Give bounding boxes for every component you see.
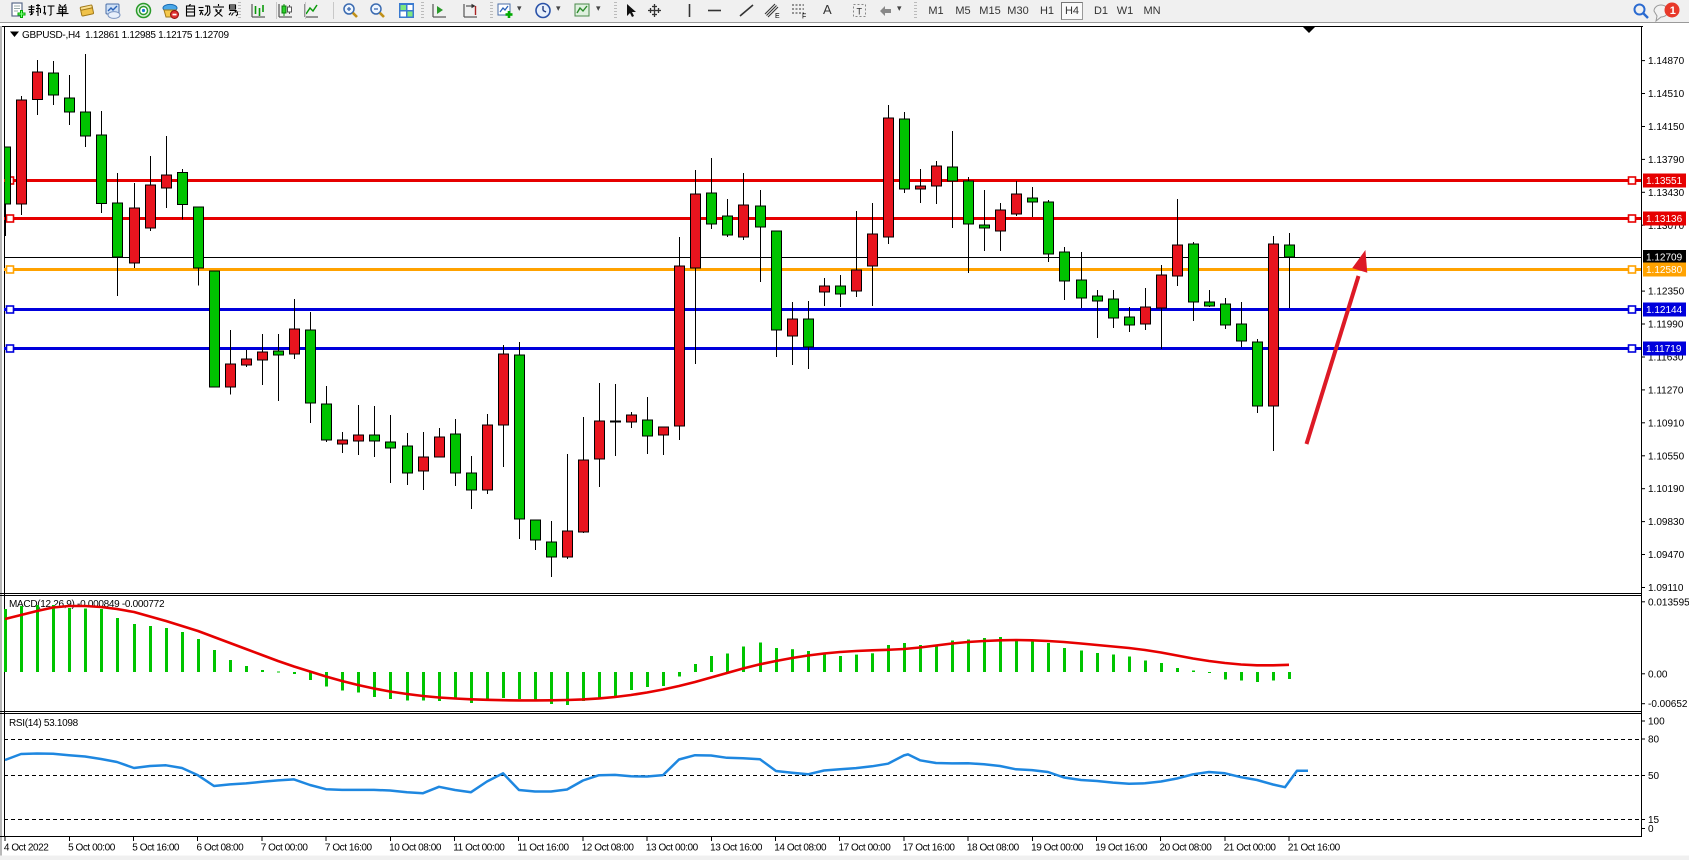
svg-text:1.13430: 1.13430 — [1648, 188, 1685, 199]
svg-text:1.11270: 1.11270 — [1648, 385, 1684, 396]
svg-text:T: T — [857, 7, 863, 17]
svg-text:15: 15 — [1648, 815, 1660, 826]
svg-text:17 Oct 16:00: 17 Oct 16:00 — [903, 843, 956, 854]
svg-text:12 Oct 08:00: 12 Oct 08:00 — [582, 843, 635, 854]
svg-text:20 Oct 08:00: 20 Oct 08:00 — [1160, 843, 1213, 854]
svg-text:5 Oct 16:00: 5 Oct 16:00 — [132, 843, 180, 854]
svg-text:1.09470: 1.09470 — [1648, 550, 1685, 561]
svg-text:21 Oct 00:00: 21 Oct 00:00 — [1224, 843, 1277, 854]
svg-text:1.13070: 1.13070 — [1648, 221, 1685, 232]
svg-text:1.11630: 1.11630 — [1648, 353, 1684, 364]
svg-text:1.10910: 1.10910 — [1648, 418, 1685, 429]
svg-text:1.14510: 1.14510 — [1648, 89, 1685, 100]
svg-text:100: 100 — [1648, 717, 1665, 728]
svg-text:0.013595: 0.013595 — [1648, 597, 1689, 608]
svg-text:19 Oct 16:00: 19 Oct 16:00 — [1095, 843, 1148, 854]
svg-text:1.12709: 1.12709 — [1646, 253, 1683, 264]
svg-text:1: 1 — [1670, 5, 1676, 17]
svg-text:1.14150: 1.14150 — [1648, 122, 1685, 133]
svg-text:-0.00652: -0.00652 — [1648, 699, 1688, 710]
svg-text:4 Oct 2022: 4 Oct 2022 — [4, 843, 49, 854]
svg-text:E: E — [775, 13, 780, 19]
svg-text:F: F — [802, 14, 806, 20]
svg-text:1.11719: 1.11719 — [1646, 344, 1682, 355]
svg-text:7 Oct 00:00: 7 Oct 00:00 — [261, 843, 309, 854]
svg-text:80: 80 — [1648, 735, 1660, 746]
svg-text:21 Oct 16:00: 21 Oct 16:00 — [1288, 843, 1341, 854]
svg-text:1.13790: 1.13790 — [1648, 155, 1685, 166]
svg-text:RSI(14) 53.1098: RSI(14) 53.1098 — [9, 718, 79, 729]
svg-text:1.14870: 1.14870 — [1648, 56, 1685, 67]
svg-text:1.09110: 1.09110 — [1648, 583, 1684, 594]
svg-text:GBPUSD-,H4 1.12861 1.12985 1.: GBPUSD-,H4 1.12861 1.12985 1.12175 1.127… — [22, 30, 229, 41]
svg-text:13 Oct 16:00: 13 Oct 16:00 — [710, 843, 763, 854]
svg-text:19 Oct 00:00: 19 Oct 00:00 — [1031, 843, 1084, 854]
svg-text:1.13136: 1.13136 — [1646, 214, 1683, 225]
svg-text:13 Oct 00:00: 13 Oct 00:00 — [646, 843, 699, 854]
svg-text:0.00: 0.00 — [1648, 669, 1668, 680]
svg-text:7 Oct 16:00: 7 Oct 16:00 — [325, 843, 373, 854]
svg-text:10 Oct 08:00: 10 Oct 08:00 — [389, 843, 442, 854]
svg-text:5 Oct 00:00: 5 Oct 00:00 — [68, 843, 116, 854]
svg-text:1.10550: 1.10550 — [1648, 451, 1685, 462]
svg-text:1.13551: 1.13551 — [1646, 176, 1683, 187]
svg-text:14 Oct 08:00: 14 Oct 08:00 — [774, 843, 827, 854]
svg-text:1.10190: 1.10190 — [1648, 484, 1685, 495]
svg-text:0: 0 — [1648, 824, 1654, 835]
svg-text:18 Oct 08:00: 18 Oct 08:00 — [967, 843, 1020, 854]
svg-text:MACD(12,26,9) -0.000849 -0.000: MACD(12,26,9) -0.000849 -0.000772 — [9, 599, 165, 610]
svg-text:50: 50 — [1648, 771, 1660, 782]
svg-text:11 Oct 16:00: 11 Oct 16:00 — [518, 843, 570, 854]
svg-text:11 Oct 00:00: 11 Oct 00:00 — [453, 843, 505, 854]
svg-text:1.12580: 1.12580 — [1646, 265, 1683, 276]
svg-text:17 Oct 00:00: 17 Oct 00:00 — [839, 843, 892, 854]
svg-text:1.12350: 1.12350 — [1648, 287, 1685, 298]
svg-text:1.09830: 1.09830 — [1648, 517, 1685, 528]
svg-text:1.11990: 1.11990 — [1648, 320, 1684, 331]
svg-text:6 Oct 08:00: 6 Oct 08:00 — [197, 843, 245, 854]
svg-text:1.12144: 1.12144 — [1646, 305, 1683, 316]
